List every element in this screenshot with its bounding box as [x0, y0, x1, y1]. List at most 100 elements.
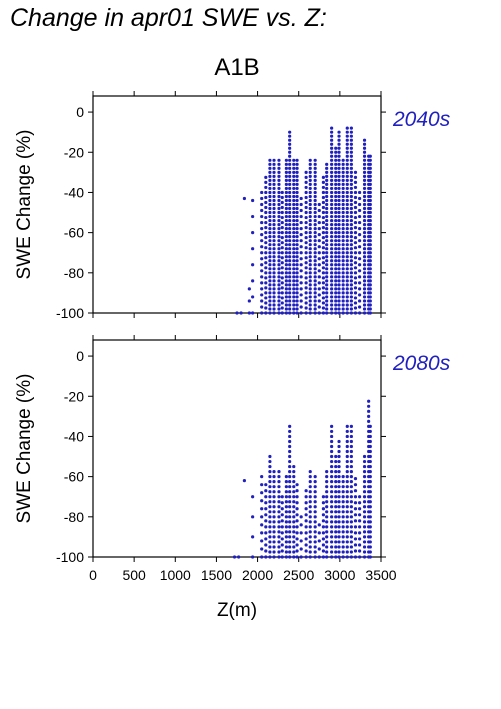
data-point: [284, 202, 288, 207]
data-point: [368, 174, 372, 178]
data-point: [349, 178, 353, 182]
data-point: [292, 535, 296, 539]
data-point: [368, 520, 372, 524]
data-point: [321, 271, 325, 275]
data-point: [334, 490, 338, 494]
data-point: [260, 507, 264, 511]
data-point: [349, 267, 353, 271]
data-point: [337, 210, 341, 215]
data-point: [358, 543, 362, 547]
data-point: [334, 182, 338, 187]
data-point: [308, 227, 312, 231]
data-point: [288, 162, 292, 166]
data-point: [277, 303, 281, 307]
data-point: [341, 291, 345, 295]
data-point: [358, 555, 362, 559]
data-point: [268, 515, 272, 519]
data-point: [353, 543, 358, 547]
data-point: [288, 166, 292, 170]
data-point: [292, 287, 296, 291]
data-point: [304, 291, 308, 295]
data-point: [358, 196, 362, 201]
data-point: [295, 259, 299, 263]
data-point: [272, 235, 276, 239]
data-point: [313, 520, 317, 524]
data-point: [337, 454, 341, 459]
data-point: [313, 259, 317, 263]
data-point: [368, 227, 372, 231]
data-point: [295, 267, 299, 271]
data-point: [292, 490, 296, 494]
data-point: [368, 464, 372, 469]
data-point: [341, 295, 345, 299]
data-point: [368, 198, 372, 203]
data-point: [295, 190, 299, 195]
data-point: [288, 267, 292, 271]
data-point: [325, 174, 329, 178]
data-point: [264, 266, 268, 270]
data-point: [362, 545, 367, 549]
data-point: [264, 251, 268, 255]
data-point: [349, 222, 353, 227]
data-point: [362, 490, 367, 494]
data-point: [260, 555, 264, 559]
data-point: [280, 286, 284, 290]
data-point: [362, 530, 367, 534]
data-point: [251, 263, 255, 267]
data-point: [330, 214, 334, 219]
data-point: [280, 513, 284, 517]
data-point: [277, 283, 281, 287]
data-point: [325, 227, 329, 231]
data-point: [292, 530, 296, 534]
data-point: [317, 539, 321, 543]
data-point: [345, 535, 349, 539]
data-point: [362, 525, 367, 529]
data-point: [264, 256, 268, 260]
data-point: [280, 236, 284, 240]
data-point: [362, 142, 367, 146]
data-point: [362, 263, 367, 267]
data-point: [277, 206, 281, 211]
data-point: [345, 279, 349, 283]
data-point: [292, 500, 296, 504]
data-point: [330, 434, 334, 439]
data-point: [268, 222, 272, 227]
data-point: [272, 271, 276, 275]
data-point: [368, 307, 372, 311]
data-point: [358, 208, 362, 213]
data-point: [362, 247, 367, 251]
data-point: [341, 263, 345, 267]
data-point: [325, 530, 329, 534]
data-point: [277, 505, 281, 509]
data-point: [268, 459, 272, 464]
data-point: [299, 233, 303, 237]
data-point: [362, 495, 367, 499]
data-point: [345, 295, 349, 299]
data-point: [264, 286, 268, 290]
data-point: [308, 218, 312, 223]
data-point: [368, 267, 372, 271]
data-point: [330, 459, 334, 464]
data-point: [313, 307, 317, 311]
data-point: [368, 231, 372, 235]
data-point: [304, 231, 308, 235]
data-point: [345, 146, 349, 150]
data-point: [277, 540, 281, 544]
data-point: [334, 480, 338, 484]
data-point: [264, 311, 268, 315]
data-point: [308, 510, 312, 514]
data-point: [337, 555, 341, 559]
y-tick-label: 0: [76, 348, 84, 364]
data-point: [330, 162, 334, 166]
data-point: [317, 202, 321, 207]
data-point: [272, 515, 276, 519]
data-point: [295, 537, 299, 541]
data-point: [299, 547, 303, 551]
data-point: [341, 243, 345, 247]
data-point: [260, 239, 264, 243]
data-point: [295, 227, 299, 231]
data-point: [299, 305, 303, 309]
data-point: [264, 261, 268, 265]
data-point: [358, 202, 362, 207]
data-point: [295, 182, 299, 187]
